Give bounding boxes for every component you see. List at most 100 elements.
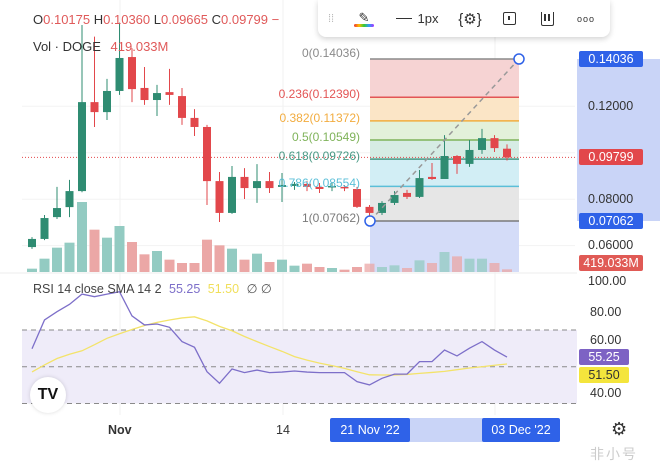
rsi-tick: 80.00: [590, 305, 622, 319]
volume-bar: [414, 260, 425, 272]
candle-body: [403, 192, 411, 197]
candle-body: [328, 185, 336, 188]
candle-body: [415, 178, 424, 197]
candle-body: [253, 181, 261, 189]
chart-settings-icon[interactable]: ⚙: [611, 419, 628, 439]
volume-bar: [464, 258, 475, 272]
brush-color-icon: ✎: [358, 9, 370, 25]
candle-body: [315, 186, 324, 189]
volume-bar: [364, 263, 375, 272]
volume-bar: [352, 267, 362, 272]
volume-bar: [289, 265, 300, 272]
candle-body: [53, 208, 61, 218]
volume-bar: [89, 229, 100, 272]
rsi-value: 55.25: [169, 282, 201, 296]
volume-bar: [277, 259, 287, 272]
open-value: 0.10175: [43, 12, 91, 27]
price-tick: 0.06000: [588, 238, 634, 252]
line-width-button[interactable]: 1px: [384, 0, 450, 37]
range-end-label: 03 Dec '22: [482, 418, 560, 442]
candle-body: [165, 92, 174, 95]
candle-body: [490, 138, 499, 149]
volume-bar: [402, 267, 412, 272]
rsi-tick: 60.00: [590, 333, 622, 347]
fib-level-label: 0.382(0.11372): [279, 110, 360, 125]
more-button[interactable]: ooo: [566, 0, 606, 37]
candle-body: [353, 188, 361, 207]
volume-legend: Vol · DOGE 419.033M: [33, 39, 168, 54]
drawing-toolbar: ⁞⁞ ✎ 1px {⚙} ooo: [318, 0, 610, 37]
line-width-icon: [395, 17, 412, 20]
tradingview-logo[interactable]: TV: [30, 377, 66, 413]
alert-button[interactable]: [490, 0, 528, 37]
fib-start-handle[interactable]: [364, 215, 376, 227]
volume-bar: [52, 247, 62, 272]
fib-level-label: 0.786(0.08554): [278, 176, 360, 191]
time-tick-nov: Nov: [108, 423, 132, 437]
line-width-label: 1px: [417, 11, 439, 26]
volume-bar: [39, 258, 50, 272]
price-range-highlight: [577, 59, 660, 221]
volume-bar: [214, 245, 225, 272]
volume-bar: [64, 242, 75, 272]
fib-low-price-label: 0.07062: [579, 213, 643, 229]
candle-body: [503, 148, 511, 158]
candle-body: [190, 117, 199, 127]
candle-body: [465, 149, 474, 164]
volume-bar: [452, 256, 462, 272]
fib-zone: [370, 59, 519, 98]
drag-handle-icon[interactable]: ⁞⁞: [327, 12, 335, 25]
rsi-sma-label: 51.50: [579, 367, 629, 383]
fib-end-handle[interactable]: [513, 53, 525, 65]
candle-body: [278, 185, 286, 187]
volume-bar: [439, 252, 450, 272]
rsi-tick: 100.00: [588, 274, 627, 288]
change-value: −: [271, 12, 280, 27]
candle-body: [228, 176, 236, 213]
volume-bar: [114, 226, 125, 272]
pause-button[interactable]: [528, 0, 566, 37]
candle-body: [453, 156, 461, 164]
candle-body: [115, 57, 124, 91]
candle-body: [78, 102, 86, 192]
volume-title: Vol · DOGE: [33, 39, 101, 54]
more-icon: ooo: [576, 13, 596, 24]
fib-zone: [370, 186, 519, 222]
volume-bar: [164, 259, 175, 272]
volume-bar: [502, 269, 512, 272]
last-price-label: 0.09799: [579, 149, 643, 165]
close-value: 0.09799: [221, 12, 269, 27]
candle-body: [428, 176, 436, 180]
volume-bar: [77, 202, 87, 272]
volume-bar: [189, 262, 200, 272]
volume-bar: [427, 262, 437, 272]
candle-body: [290, 183, 299, 186]
fib-level-label: 1(0.07062): [301, 211, 360, 225]
candle-body: [203, 126, 211, 182]
volume-bar: [314, 267, 325, 272]
ohlc-legend: O0.10175 H0.10360 L0.09665 C0.09799 −: [33, 12, 279, 27]
volume-axis-label: 419.033M: [579, 255, 643, 271]
candle-body: [65, 191, 74, 208]
volume-bar: [102, 237, 112, 272]
watermark: 非小号: [590, 446, 638, 462]
volume-bar: [139, 254, 150, 272]
low-label: L: [153, 12, 161, 27]
volume-bar: [127, 242, 137, 272]
volume-value: 419.033M: [110, 39, 169, 54]
volume-bar: [264, 262, 275, 272]
price-tick: 0.08000: [588, 192, 634, 206]
candle-body: [140, 87, 149, 101]
brush-color-button[interactable]: ✎: [344, 0, 384, 37]
open-label: O: [33, 12, 44, 27]
fib-level-label: 0.5(0.10549): [291, 130, 360, 144]
volume-bar: [339, 269, 350, 272]
range-start-label: 21 Nov '22: [330, 418, 410, 442]
rsi-value-label: 55.25: [579, 349, 629, 365]
candle-body: [390, 195, 399, 203]
volume-bar: [489, 262, 500, 272]
settings-button[interactable]: {⚙}: [450, 0, 490, 37]
candle-body: [240, 176, 249, 189]
fib-level-label: 0.618(0.09726): [278, 149, 360, 164]
